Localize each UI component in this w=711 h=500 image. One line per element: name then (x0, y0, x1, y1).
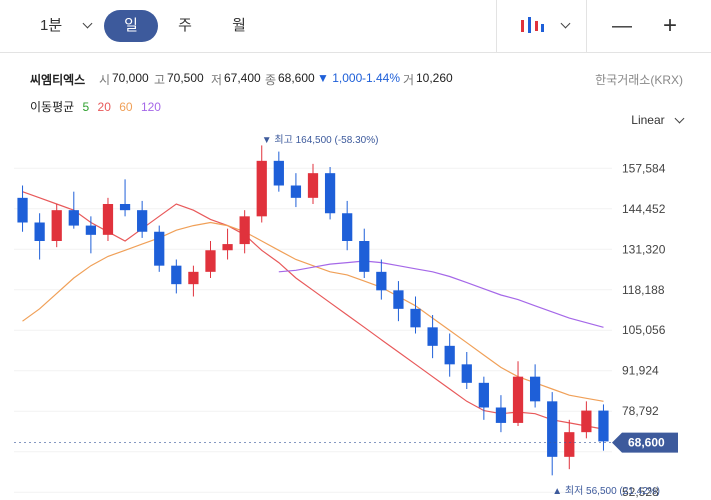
candle-body (154, 231, 165, 266)
candle-body (478, 382, 489, 408)
last-price-tag (612, 432, 678, 453)
candle-body (205, 250, 216, 272)
y-tick-label: 131,320 (622, 242, 666, 256)
y-tick-label: 105,056 (622, 323, 666, 337)
scale-label: Linear (631, 113, 665, 127)
candle-body (256, 160, 267, 217)
tab-day[interactable]: 일 (104, 10, 158, 42)
low-value: 67,400 (224, 71, 261, 85)
candle-body (342, 213, 353, 241)
volume-value: 10,260 (416, 71, 453, 85)
low-label: 저 (211, 73, 223, 87)
zoom-in-button[interactable]: + (662, 12, 677, 39)
candle-body (547, 401, 558, 457)
change-value: ▼ 1,000 (317, 71, 363, 85)
candlestick-icon (521, 17, 545, 34)
candle-body (17, 197, 28, 223)
chart-toolbar: 1분 일 주 월 — + (0, 0, 711, 53)
candle-body (290, 185, 302, 198)
high-annotation: ▼ 최고 164,500 (-58.30%) (262, 134, 379, 146)
y-tick-label: 157,584 (622, 161, 666, 175)
y-tick-label: 144,452 (622, 202, 666, 216)
y-tick-label: 78,792 (622, 404, 659, 418)
ma-120-label: 120 (140, 100, 161, 114)
exchange-label: 한국거래소(KRX) (595, 73, 683, 87)
high-label: 고 (154, 73, 166, 87)
low-annotation: ▲ 최저 56,500 (21.42%) (552, 485, 660, 497)
tab-week[interactable]: 주 (178, 17, 192, 34)
candle-body (581, 410, 592, 433)
candle-body (427, 327, 438, 346)
candle-body (393, 290, 404, 309)
interval-label: 1분 (40, 17, 63, 34)
ma-20-line (22, 191, 604, 430)
candle-body (102, 204, 114, 235)
close-value: 68,600 (278, 71, 315, 85)
candle-body (359, 241, 370, 272)
close-label: 종 (265, 73, 277, 87)
candle-body (410, 308, 421, 328)
candle-body (324, 173, 336, 214)
scale-select[interactable]: Linear (631, 113, 685, 127)
change-percent: -1.44% (362, 71, 401, 85)
stock-name: 씨엠티엑스 (30, 73, 86, 87)
chart-type-select[interactable] (512, 10, 576, 42)
candle-body (34, 222, 45, 241)
ma-5-label: 5 (82, 100, 90, 114)
zoom-out-button[interactable]: — (612, 15, 632, 37)
candle-body (529, 376, 541, 402)
y-tick-label: 91,924 (622, 364, 659, 378)
divider (496, 0, 497, 52)
chevron-down-icon (674, 113, 685, 124)
high-value: 70,500 (167, 71, 204, 85)
candle-body (512, 376, 524, 423)
volume-label: 거 (403, 73, 415, 87)
candle-body (119, 204, 131, 211)
price-chart[interactable]: 157,584 144,452 131,320 118,188 105,056 91,92… (0, 130, 711, 500)
candle-body (222, 244, 233, 251)
ma-60-label: 60 (119, 100, 133, 114)
candle-body (564, 432, 575, 457)
candle-body (239, 216, 250, 245)
y-tick-label: 118,188 (622, 283, 665, 297)
candle-body (188, 271, 199, 285)
quote-info-bar: 씨엠티엑스 시 70,000 고 70,500 저 67,400 종 68,60… (0, 68, 711, 90)
candle-body (273, 160, 284, 186)
open-label: 시 (99, 73, 111, 87)
y-tick-label: 52,528 (622, 485, 659, 499)
ma-120-line (278, 260, 604, 328)
open-value: 70,000 (112, 71, 149, 85)
interval-select[interactable]: 1분 (40, 10, 100, 42)
last-price-label: 68,600 (628, 436, 665, 450)
candle-body (51, 210, 62, 241)
candle-body (137, 210, 148, 232)
chevron-down-icon (82, 18, 93, 29)
candle-body (171, 265, 182, 285)
candle-body (376, 271, 387, 291)
ma-20-label: 20 (97, 100, 111, 114)
chevron-down-icon (560, 18, 571, 29)
ma-label: 이동평균 (30, 100, 75, 114)
candle-body (307, 173, 319, 198)
candle-body (85, 225, 97, 235)
candle-body (444, 345, 455, 365)
candle-body (68, 210, 79, 226)
moving-average-legend: 이동평균 5 20 60 120 (30, 98, 166, 115)
divider (586, 0, 587, 52)
ma-60-line (22, 221, 604, 402)
tab-month[interactable]: 월 (232, 17, 246, 34)
candle-body (495, 407, 507, 423)
candle-body (461, 364, 472, 383)
candle-body (598, 410, 609, 442)
